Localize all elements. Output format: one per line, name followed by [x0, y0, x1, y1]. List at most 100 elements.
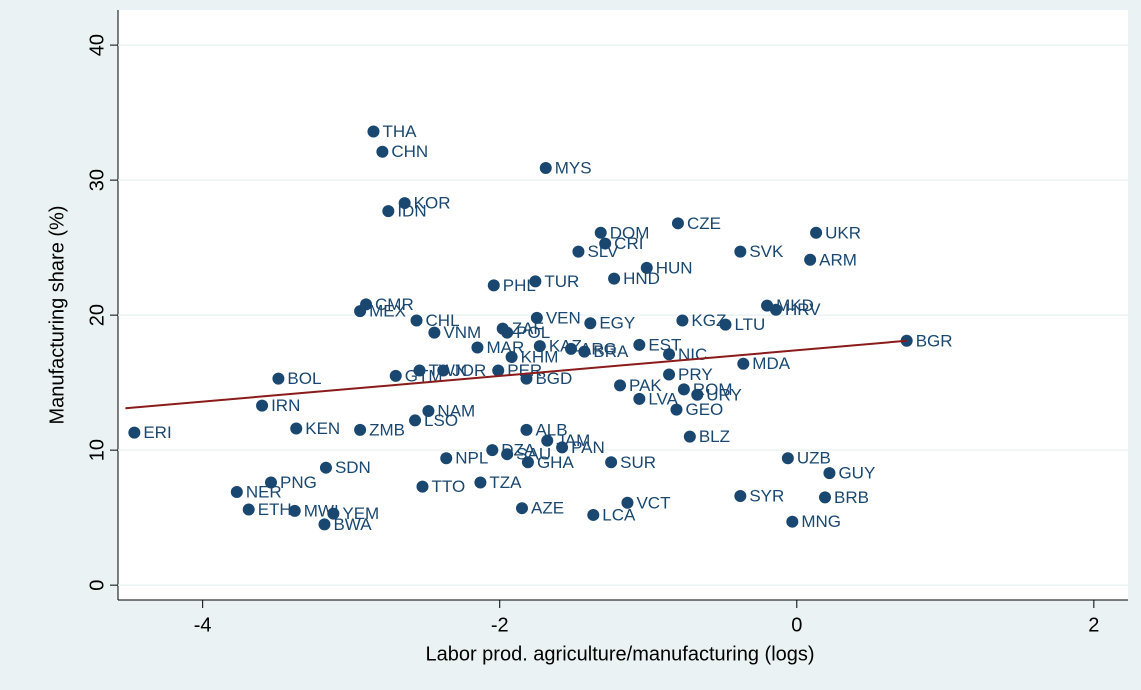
point: [256, 399, 269, 412]
point: [272, 372, 285, 385]
point: [781, 452, 794, 465]
point: [474, 476, 487, 489]
point: [671, 217, 684, 230]
point-label: ERI: [143, 423, 171, 442]
y-tick-label: 10: [86, 439, 108, 461]
point: [599, 237, 612, 250]
point-label: LSO: [424, 411, 458, 430]
point: [640, 261, 653, 274]
point-label: SYR: [749, 487, 784, 506]
point-label: CMR: [375, 295, 414, 314]
point: [587, 508, 600, 521]
point: [319, 461, 332, 474]
fit-line: [125, 339, 907, 410]
point: [230, 485, 243, 498]
point-label: IRN: [271, 396, 300, 415]
point-label: BWA: [333, 515, 372, 534]
point-label: SUR: [620, 453, 656, 472]
point: [621, 496, 634, 509]
point: [422, 404, 435, 417]
point: [541, 434, 554, 447]
point-label: UKR: [825, 223, 861, 242]
y-tick-label: 20: [86, 304, 108, 326]
point: [572, 245, 585, 258]
point: [440, 452, 453, 465]
point: [734, 245, 747, 258]
point: [761, 299, 774, 312]
point-label: KHM: [521, 347, 559, 366]
point-label: MEX: [369, 302, 406, 321]
point-label: NPL: [455, 449, 488, 468]
point: [529, 275, 542, 288]
point: [594, 226, 607, 239]
point: [471, 341, 484, 354]
point: [670, 403, 683, 416]
point: [128, 426, 141, 439]
point: [663, 368, 676, 381]
point: [318, 518, 331, 531]
point-label: YEM: [342, 504, 379, 523]
point-label: SVK: [749, 242, 784, 261]
point-label: TZA: [489, 473, 522, 492]
point: [413, 364, 426, 377]
point-label: JOR: [452, 361, 486, 380]
point-label: GHA: [537, 453, 575, 472]
point: [416, 480, 429, 493]
point: [734, 490, 747, 503]
point: [410, 314, 423, 327]
point-label: BGD: [535, 369, 572, 388]
x-tick-label: -4: [194, 614, 212, 636]
y-tick-label: 0: [86, 580, 108, 591]
point: [633, 392, 646, 405]
point-label: CHN: [391, 142, 428, 161]
point: [409, 414, 422, 427]
point: [327, 507, 340, 520]
y-tick-label: 30: [86, 169, 108, 191]
point-label: THA: [382, 122, 417, 141]
point: [533, 340, 546, 353]
point: [516, 502, 528, 515]
point-label: ARM: [819, 250, 857, 269]
point-label: BOL: [287, 369, 321, 388]
point: [290, 422, 303, 435]
point: [578, 345, 591, 358]
point: [804, 253, 817, 266]
x-axis-title: Labor prod. agriculture/manufacturing (l…: [425, 643, 814, 665]
point-label: ETH: [258, 500, 292, 519]
point: [389, 369, 402, 382]
point-label: SLV: [587, 242, 619, 261]
point-label: LTU: [734, 315, 765, 334]
point: [354, 305, 367, 318]
point: [530, 311, 543, 324]
point: [367, 125, 380, 138]
point-label: NER: [246, 482, 282, 501]
point-label: PAK: [629, 376, 662, 395]
point-label: ZMB: [369, 420, 405, 439]
point-label: UZB: [797, 449, 831, 468]
point: [823, 467, 836, 480]
point-label: LVA: [648, 389, 678, 408]
point: [663, 348, 676, 361]
point: [505, 350, 518, 363]
y-axis-title: Manufacturing share (%): [46, 206, 68, 425]
point-label: CRI: [614, 234, 643, 253]
point: [428, 326, 441, 339]
point: [584, 317, 597, 330]
point-label: GTM: [405, 366, 443, 385]
point-label: HRV: [785, 300, 821, 319]
point: [487, 279, 500, 292]
y-tick-label: 40: [86, 34, 108, 56]
point-label: IDN: [397, 202, 426, 221]
point-label: VNM: [443, 323, 481, 342]
point-label: PRY: [678, 365, 713, 384]
point-label: POL: [516, 323, 550, 342]
point-label: GEO: [685, 400, 723, 419]
point-label: ZAF: [512, 319, 544, 338]
point: [520, 423, 533, 436]
point: [691, 388, 704, 401]
point: [501, 448, 514, 461]
point-label: AZE: [531, 499, 564, 518]
point: [633, 338, 646, 351]
point: [354, 423, 367, 436]
